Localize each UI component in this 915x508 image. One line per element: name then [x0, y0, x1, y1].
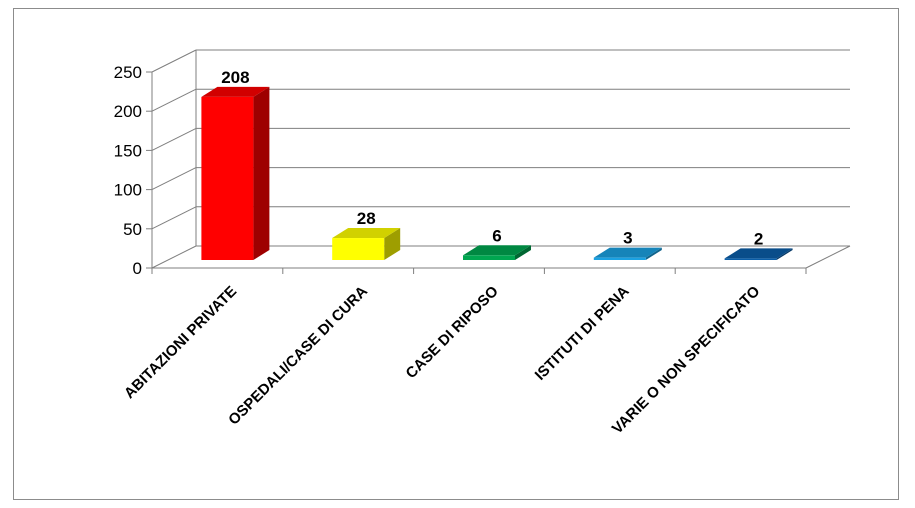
category-label: ISTITUTI DI PENA	[532, 283, 633, 384]
data-label: 2	[754, 229, 763, 248]
y-tick-label: 150	[114, 141, 142, 160]
bar	[332, 238, 384, 260]
data-label: 28	[357, 209, 376, 228]
y-tick-label: 250	[114, 63, 142, 82]
gridline-side	[152, 168, 196, 190]
category-label: CASE DI RIPOSO	[403, 283, 502, 382]
gridline-side	[152, 128, 196, 150]
floor-right-edge	[806, 246, 850, 268]
y-tick-label: 50	[123, 220, 142, 239]
data-label: 208	[221, 68, 249, 87]
gridline-side	[152, 50, 196, 72]
category-label: ABITAZIONI PRIVATE	[121, 283, 240, 402]
y-tick-label: 100	[114, 181, 142, 200]
bar-side	[253, 87, 269, 260]
data-label: 3	[623, 229, 632, 248]
category-label: OSPEDALI/CASE DI CURA	[225, 283, 371, 429]
y-tick-label: 0	[133, 259, 142, 278]
data-label: 6	[492, 226, 501, 245]
category-label: VARIE O NON SPECIFICATO	[609, 283, 764, 438]
bar	[725, 258, 777, 260]
gridline-side	[152, 89, 196, 111]
bar	[463, 255, 515, 260]
gridline-side	[152, 207, 196, 229]
y-tick-label: 200	[114, 102, 142, 121]
bar-top	[725, 248, 793, 258]
gridline-side	[152, 246, 196, 268]
bar	[594, 258, 646, 260]
bar	[201, 97, 253, 260]
